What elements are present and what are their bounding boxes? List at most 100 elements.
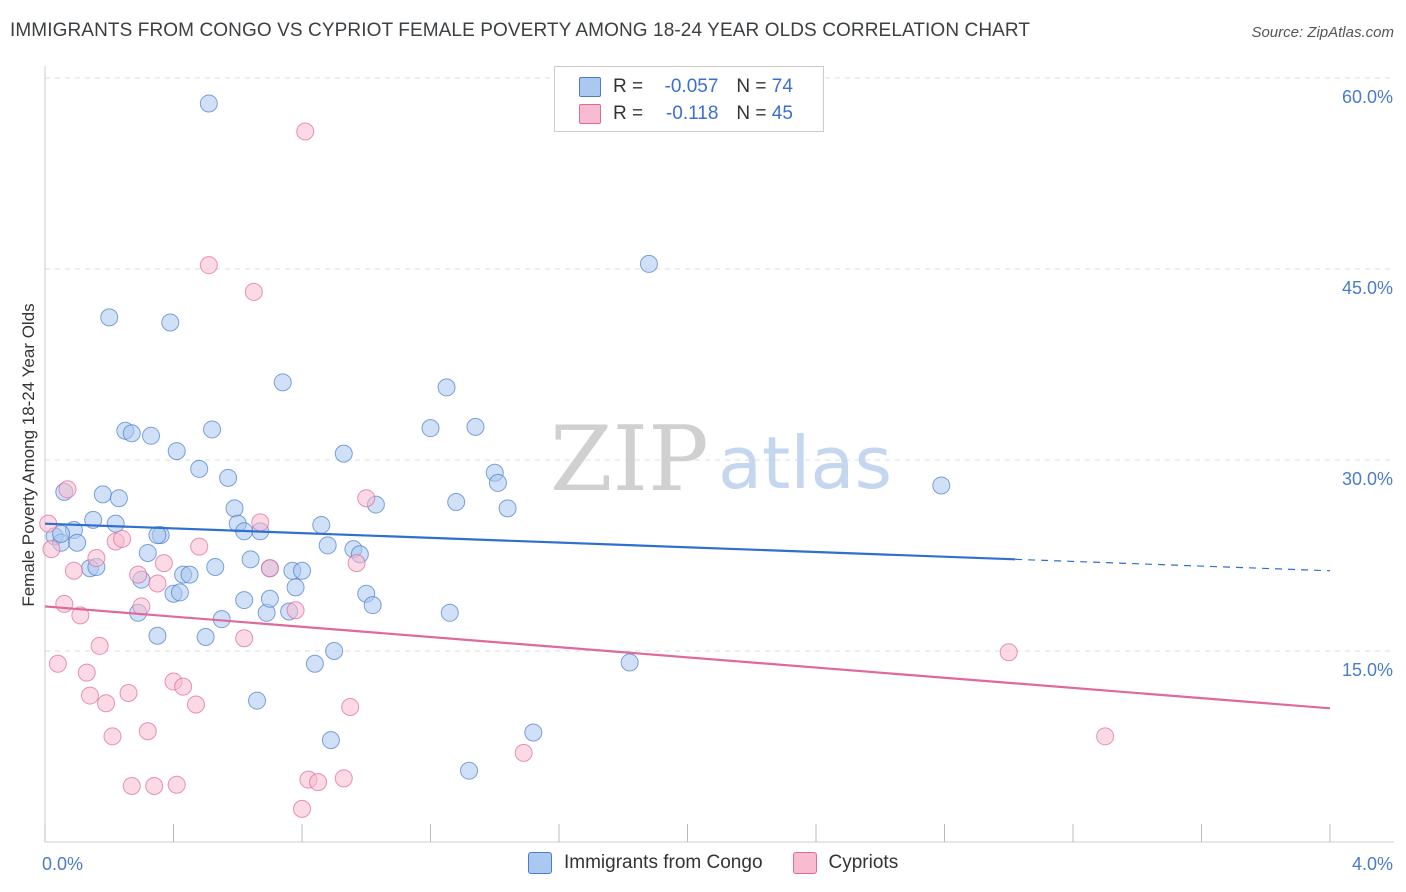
data-point (334, 769, 353, 788)
legend-n-label: N = (736, 103, 767, 124)
data-point (161, 313, 180, 332)
data-point (64, 561, 83, 580)
y-axis-label: Female Poverty Among 18-24 Year Olds (19, 303, 38, 606)
data-point (219, 468, 238, 487)
data-point (199, 256, 218, 275)
legend-r-value: -0.118 (665, 103, 719, 124)
trend-line-cypriots (44, 605, 1331, 710)
data-point (514, 743, 533, 762)
bottom-legend-swatch-cypriots (792, 852, 817, 874)
data-point (293, 561, 311, 580)
data-point (225, 499, 244, 518)
trend-lines (44, 522, 1331, 710)
data-point (167, 775, 186, 794)
data-point (999, 643, 1018, 662)
data-point (42, 540, 61, 559)
legend-n-label: N = (736, 76, 767, 97)
data-point (1096, 727, 1115, 746)
data-point (77, 663, 96, 682)
y-tick-label: 60.0% (1342, 87, 1393, 107)
bottom-legend-label-cypriots: Cypriots (828, 852, 899, 873)
data-point (199, 94, 218, 113)
data-point (248, 691, 267, 710)
x-tick-label: 4.0% (1352, 854, 1393, 874)
data-point (48, 654, 67, 673)
data-point (138, 543, 157, 562)
data-point (251, 513, 270, 532)
data-point (154, 554, 173, 573)
legend-swatch-cypriots (579, 104, 601, 124)
trend-line-congo-extension (1015, 558, 1331, 572)
data-point (357, 489, 376, 508)
legend-n-value: 74 (771, 76, 793, 97)
data-point (186, 695, 205, 714)
series-cypriots-points (39, 122, 1115, 818)
data-point (106, 514, 125, 533)
x-tick-labels: 0.0% 4.0% (42, 854, 1393, 874)
data-point (334, 444, 353, 463)
y-tick-label: 45.0% (1342, 278, 1393, 298)
data-point (100, 308, 119, 327)
watermark-atlas: atlas (718, 421, 892, 505)
data-point (421, 419, 440, 438)
bottom-legend-cypriots[interactable]: Cypriots (792, 852, 899, 874)
data-point (235, 591, 254, 610)
data-point (296, 122, 315, 141)
data-point (244, 282, 263, 301)
data-point (174, 677, 193, 696)
data-point (309, 773, 328, 792)
watermark: ZIP atlas (550, 407, 892, 512)
data-point (170, 583, 189, 602)
data-point (325, 642, 344, 660)
data-point (58, 480, 77, 499)
source-credit: Source: ZipAtlas.com (1251, 24, 1394, 41)
data-point (145, 776, 164, 795)
data-point (203, 420, 222, 439)
data-point (71, 606, 90, 625)
data-point (286, 601, 305, 620)
legend-r-value: -0.057 (664, 76, 719, 97)
data-point (97, 694, 116, 713)
data-point (524, 723, 543, 742)
data-point (109, 489, 128, 508)
data-point (122, 776, 141, 795)
bottom-legend-label-congo: Immigrants from Congo (564, 852, 763, 873)
data-point (148, 574, 167, 593)
data-point (321, 731, 340, 750)
data-point (466, 417, 485, 436)
legend-n-value: 45 (771, 103, 793, 124)
data-point (206, 557, 225, 576)
watermark-zip: ZIP (550, 407, 709, 512)
data-point (293, 799, 311, 818)
data-point (447, 493, 466, 512)
data-point (639, 254, 658, 273)
data-point (235, 629, 254, 648)
data-point (142, 426, 161, 445)
data-point (138, 722, 157, 741)
data-point (286, 578, 305, 597)
data-point (190, 459, 209, 478)
data-point (260, 589, 279, 608)
data-point (84, 510, 103, 529)
legend-swatch-congo (579, 77, 601, 97)
bottom-legend-congo[interactable]: Immigrants from Congo (528, 852, 763, 874)
data-point (363, 596, 382, 615)
data-point (113, 529, 132, 548)
y-tick-labels: 15.0% 30.0% 45.0% 60.0% (1342, 87, 1393, 680)
bottom-legend-swatch-congo (528, 852, 552, 874)
data-point (460, 761, 479, 780)
data-point (260, 559, 279, 578)
data-point (80, 686, 99, 705)
data-point (196, 627, 215, 646)
data-point (341, 698, 360, 717)
x-tick-label: 0.0% (42, 854, 83, 874)
data-point (167, 442, 186, 461)
y-tick-label: 15.0% (1342, 660, 1393, 680)
data-point (498, 499, 517, 518)
data-point (620, 653, 639, 672)
data-point (93, 485, 112, 504)
y-tick-label: 30.0% (1342, 469, 1393, 489)
series-congo-points (45, 94, 951, 780)
legend-row-congo: R = -0.057 N = 74 (579, 75, 793, 99)
